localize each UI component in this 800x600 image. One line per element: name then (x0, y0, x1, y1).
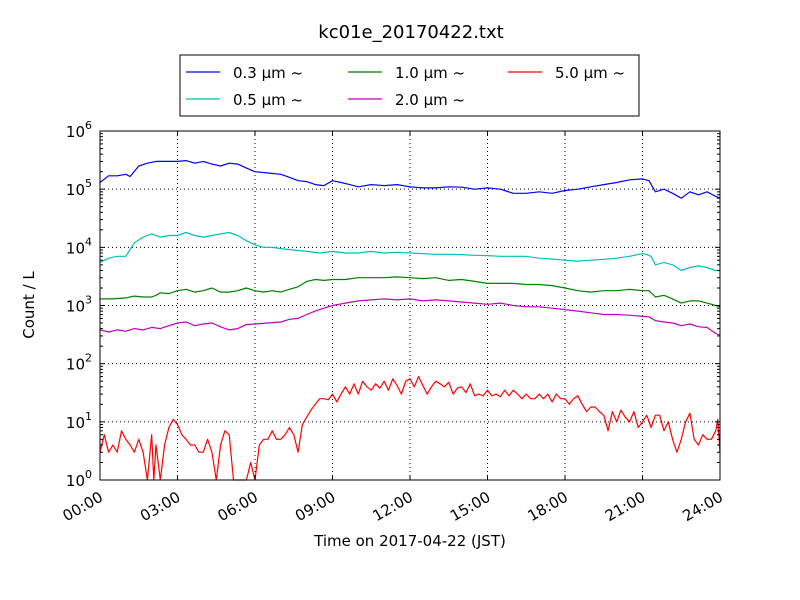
legend-label-4: 5.0 μm ~ (555, 64, 625, 82)
y-tick-label: 102 (66, 352, 92, 374)
legend: 0.3 μm ~ 0.5 μm ~ 1.0 μm ~ 2.0 μm ~ 5.0 μm ~ (179, 54, 640, 117)
legend-label-2: 1.0 μm ~ (395, 64, 465, 82)
y-tick-label: 104 (66, 235, 92, 257)
y-tick-label: 101 (66, 410, 92, 432)
series-lines (99, 160, 721, 481)
y-tick-labels: 100 101 102 103 104 105 106 (66, 119, 92, 490)
legend-label-0: 0.3 μm ~ (233, 64, 303, 82)
y-tick-label: 106 (66, 119, 92, 141)
y-axis-label: Count / L (20, 271, 38, 339)
plot-area (99, 130, 721, 481)
legend-label-1: 0.5 μm ~ (233, 91, 303, 109)
legend-box (179, 54, 640, 117)
series-line-0 (99, 160, 721, 199)
series-line-2 (100, 276, 721, 308)
y-tick-label: 100 (66, 468, 92, 490)
series-line-1 (99, 231, 720, 272)
series-line-4 (99, 376, 721, 481)
ticks (99, 130, 721, 481)
chart-title: kc01e_20170422.txt (318, 22, 503, 43)
series-line-3 (99, 298, 721, 336)
y-tick-label: 103 (66, 294, 92, 316)
legend-label-3: 2.0 μm ~ (395, 91, 465, 109)
y-tick-label: 105 (66, 177, 92, 199)
x-axis-label: Time on 2017-04-22 (JST) (313, 532, 506, 550)
